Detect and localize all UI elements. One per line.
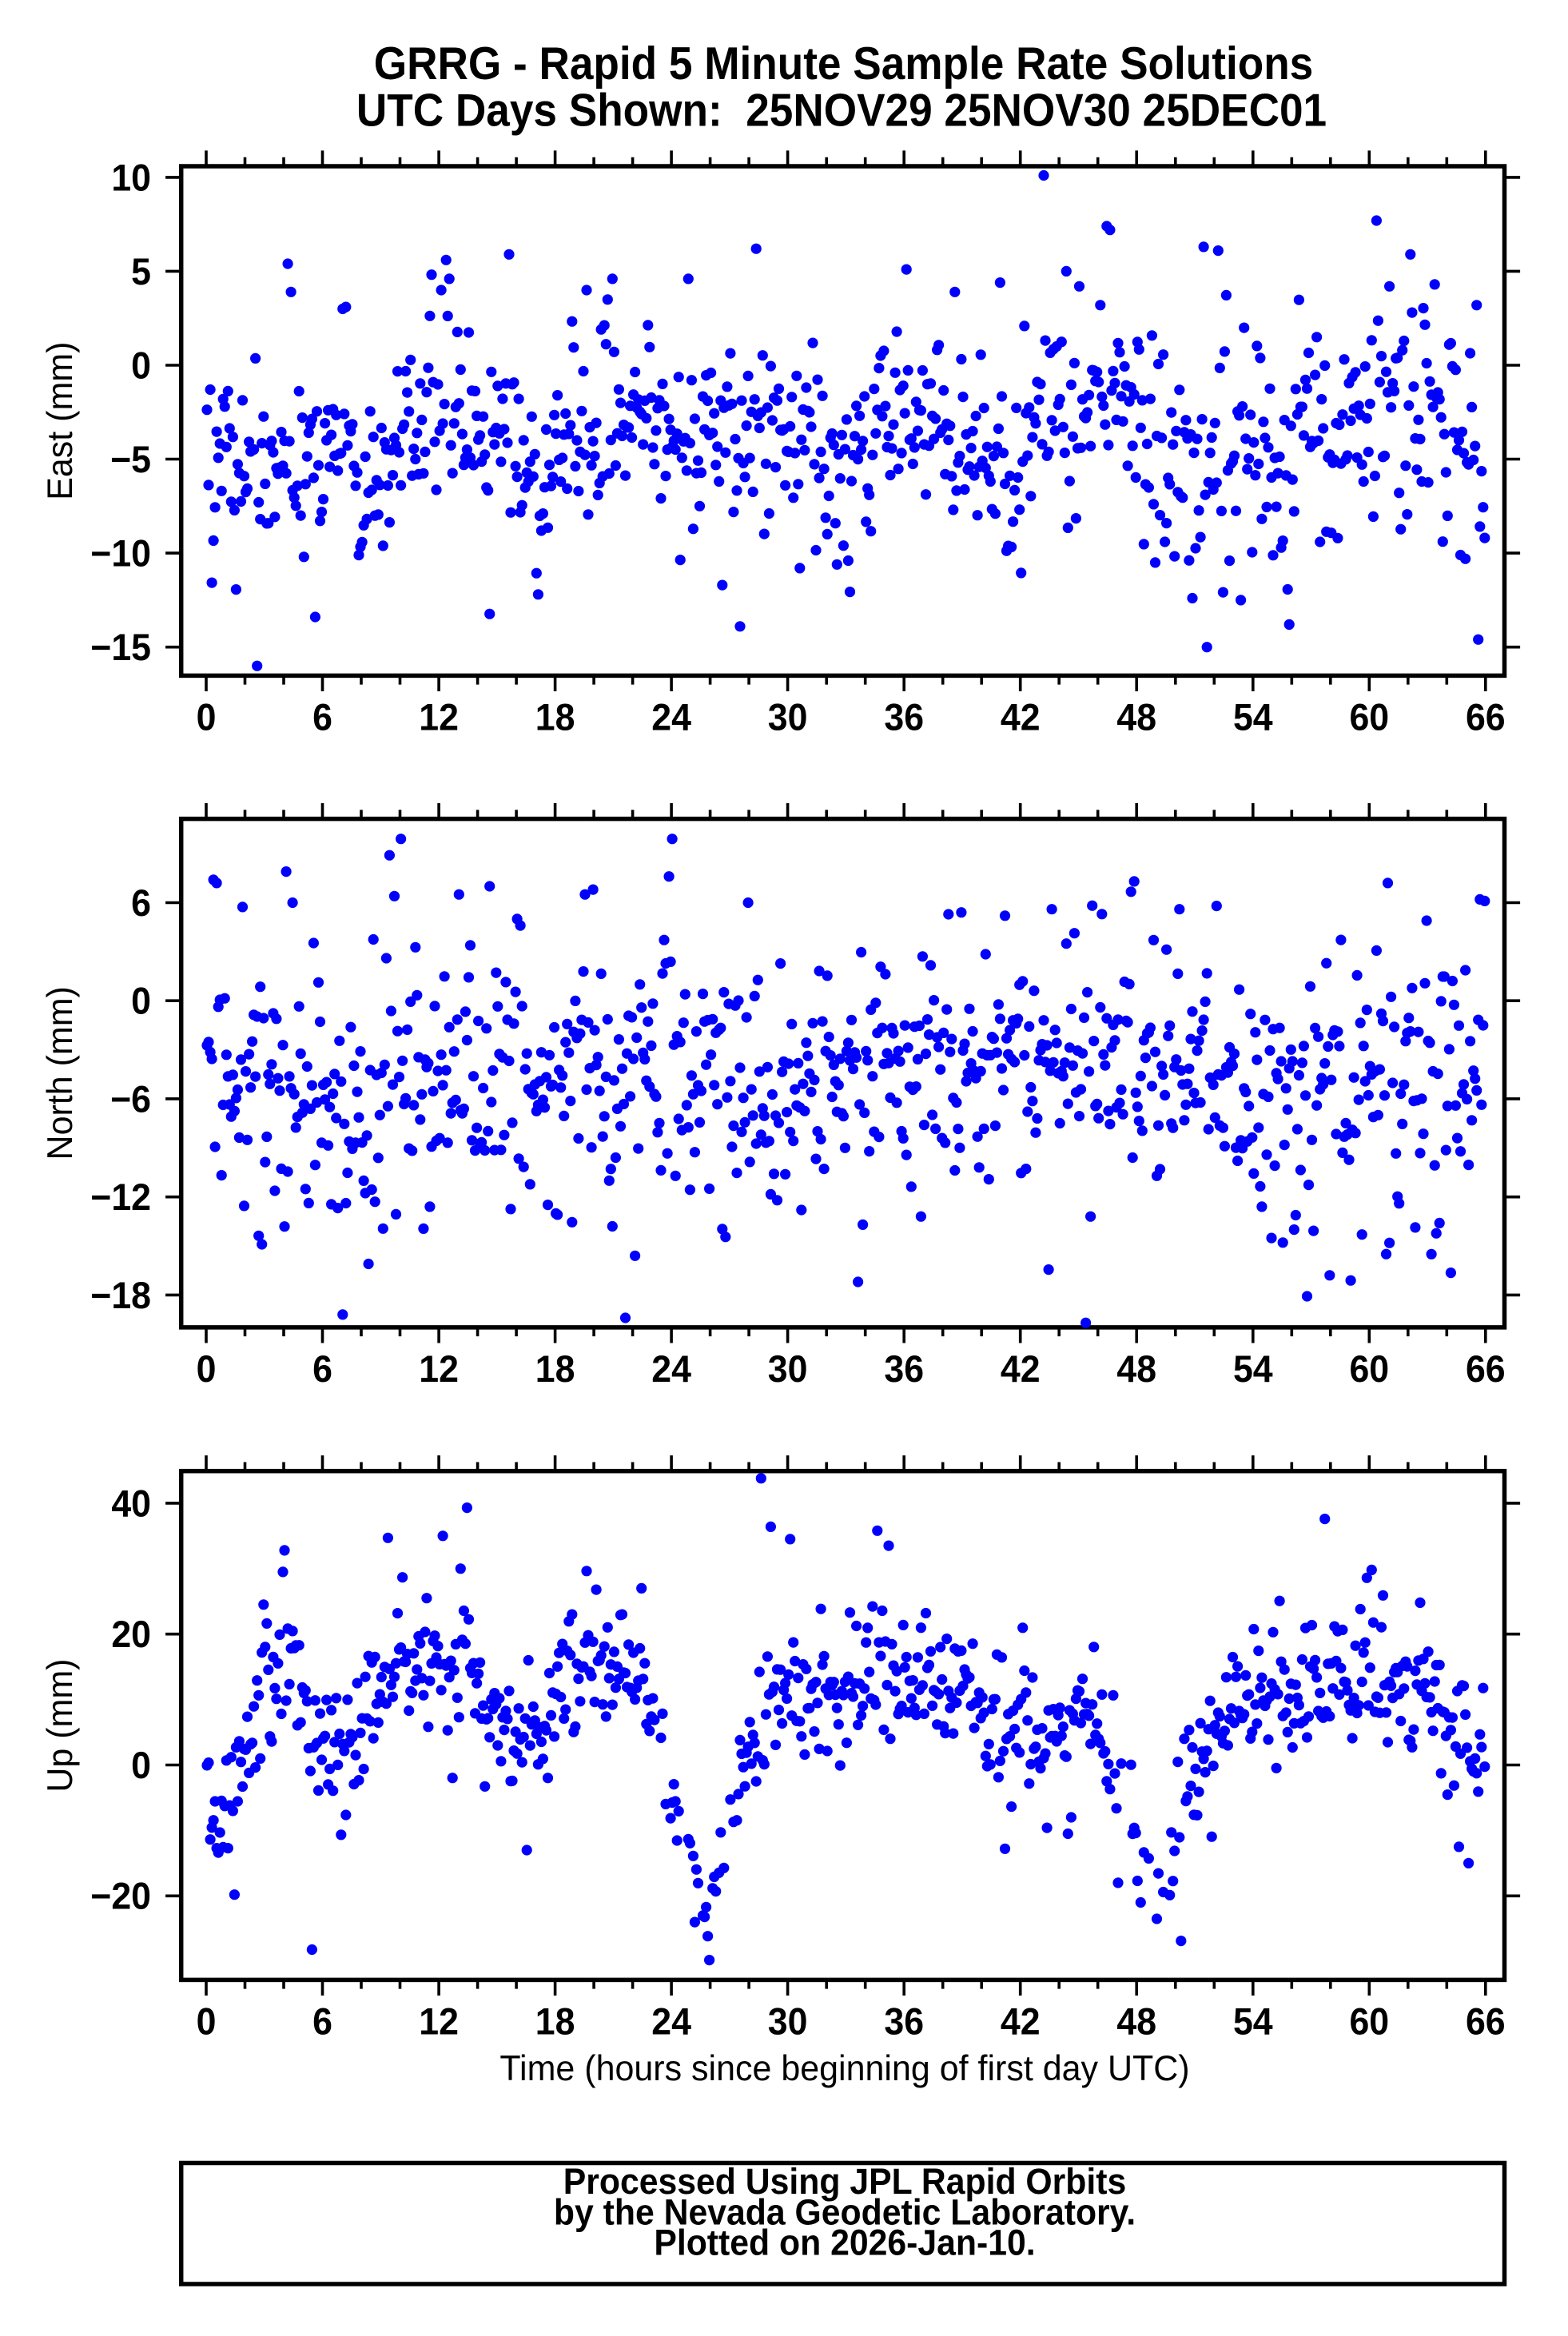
svg-text:6: 6 xyxy=(312,697,332,738)
svg-text:30: 30 xyxy=(768,1348,808,1390)
svg-text:6: 6 xyxy=(312,2001,332,2043)
svg-text:GRRG - Rapid 5 Minute Sample R: GRRG - Rapid 5 Minute Sample Rate Soluti… xyxy=(374,38,1313,90)
svg-text:0: 0 xyxy=(131,344,151,386)
svg-text:66: 66 xyxy=(1466,1348,1506,1390)
svg-text:10: 10 xyxy=(111,157,151,198)
svg-text:54: 54 xyxy=(1233,2001,1273,2043)
svg-text:−6: −6 xyxy=(110,1078,151,1120)
svg-text:Plotted on 2026-Jan-10.: Plotted on 2026-Jan-10. xyxy=(654,2223,1035,2263)
svg-text:Time (hours since beginning of: Time (hours since beginning of first day… xyxy=(499,2048,1189,2088)
svg-text:12: 12 xyxy=(419,2001,459,2043)
svg-text:Processed Using JPL Rapid Orbi: Processed Using JPL Rapid Orbits xyxy=(563,2162,1127,2202)
svg-text:42: 42 xyxy=(1001,2001,1041,2043)
svg-text:0: 0 xyxy=(197,697,217,738)
svg-text:−5: −5 xyxy=(110,439,151,480)
svg-text:0: 0 xyxy=(131,1745,151,1786)
svg-text:18: 18 xyxy=(535,2001,575,2043)
svg-text:−20: −20 xyxy=(90,1876,151,1917)
svg-text:18: 18 xyxy=(535,697,575,738)
svg-text:54: 54 xyxy=(1233,697,1273,738)
svg-text:36: 36 xyxy=(884,697,924,738)
svg-text:42: 42 xyxy=(1001,697,1041,738)
svg-text:North (mm): North (mm) xyxy=(40,986,80,1160)
svg-text:18: 18 xyxy=(535,1348,575,1390)
svg-text:−15: −15 xyxy=(90,627,151,668)
svg-text:60: 60 xyxy=(1349,1348,1389,1390)
svg-text:54: 54 xyxy=(1233,1348,1273,1390)
svg-text:Up (mm): Up (mm) xyxy=(40,1659,80,1793)
svg-text:36: 36 xyxy=(884,1348,924,1390)
svg-text:48: 48 xyxy=(1116,2001,1156,2043)
svg-text:30: 30 xyxy=(768,697,808,738)
svg-text:6: 6 xyxy=(312,1348,332,1390)
svg-text:6: 6 xyxy=(131,882,151,924)
svg-text:24: 24 xyxy=(651,2001,691,2043)
svg-text:60: 60 xyxy=(1349,697,1389,738)
svg-text:42: 42 xyxy=(1001,1348,1041,1390)
svg-text:−18: −18 xyxy=(90,1275,151,1316)
svg-text:60: 60 xyxy=(1349,2001,1389,2043)
svg-text:66: 66 xyxy=(1466,697,1506,738)
svg-text:30: 30 xyxy=(768,2001,808,2043)
svg-text:12: 12 xyxy=(419,697,459,738)
svg-text:40: 40 xyxy=(111,1482,151,1524)
svg-text:20: 20 xyxy=(111,1614,151,1655)
svg-text:48: 48 xyxy=(1116,1348,1156,1390)
svg-text:48: 48 xyxy=(1116,697,1156,738)
svg-text:0: 0 xyxy=(131,981,151,1022)
svg-text:24: 24 xyxy=(651,1348,691,1390)
svg-text:−10: −10 xyxy=(90,532,151,574)
svg-text:5: 5 xyxy=(131,251,151,292)
svg-text:36: 36 xyxy=(884,2001,924,2043)
svg-text:East (mm): East (mm) xyxy=(40,342,80,500)
svg-text:by the Nevada Geodetic Laborat: by the Nevada Geodetic Laboratory. xyxy=(554,2192,1136,2232)
svg-text:0: 0 xyxy=(197,2001,217,2043)
svg-text:66: 66 xyxy=(1466,2001,1506,2043)
svg-text:24: 24 xyxy=(651,697,691,738)
svg-text:0: 0 xyxy=(197,1348,217,1390)
svg-text:12: 12 xyxy=(419,1348,459,1390)
svg-text:UTC Days Shown: 25NOV29 25NOV: UTC Days Shown: 25NOV29 25NOV30 25DEC01 xyxy=(356,84,1327,136)
svg-text:−12: −12 xyxy=(90,1176,151,1218)
